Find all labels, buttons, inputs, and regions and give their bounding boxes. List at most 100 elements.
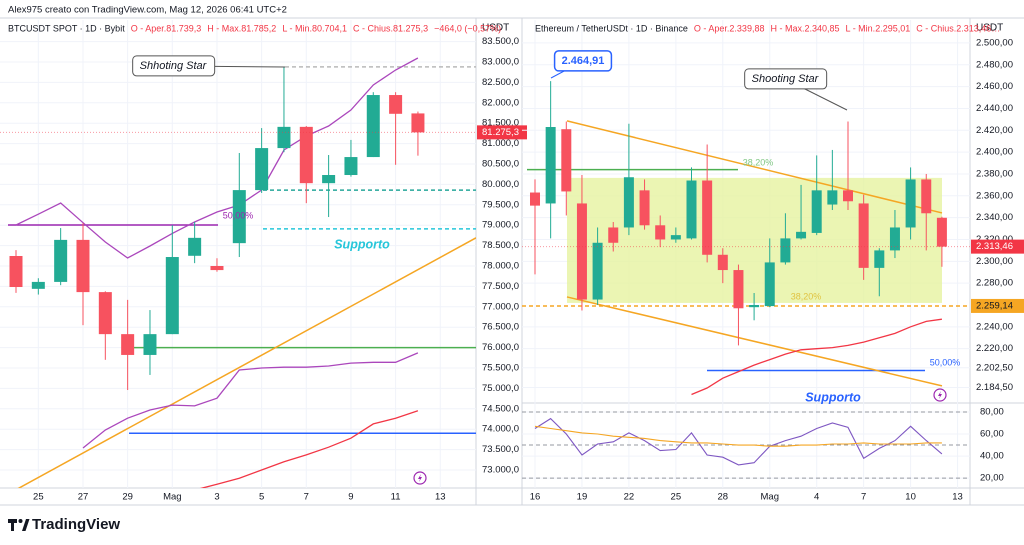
candle-body [608, 227, 619, 243]
legend-item: L - Min.2.295,01 [846, 23, 911, 33]
x-tick-label: 13 [435, 492, 446, 503]
logo [8, 519, 30, 531]
candle-body [764, 262, 775, 307]
candle-body [277, 126, 291, 149]
callout-box [744, 68, 828, 90]
candle-body [749, 305, 760, 308]
y-tick-label: 83.500,0 [482, 36, 519, 47]
callout-box [132, 55, 216, 77]
y-tick-label: 2.240,00 [976, 321, 1013, 332]
plot [522, 81, 970, 396]
axis-unit: USDT [482, 23, 509, 34]
plot-background [0, 20, 476, 488]
x-tick-label: 25 [33, 492, 44, 503]
alert-icon [418, 474, 422, 482]
candle-body [232, 190, 246, 244]
candle-body [576, 203, 587, 300]
candle-body [121, 334, 135, 355]
annotation: Shhoting Star [140, 60, 208, 72]
y-tick-label: 82.500,0 [482, 77, 519, 88]
y-tick-label: 40,00 [980, 451, 1004, 462]
candle-body [366, 95, 380, 158]
y-tick-label: 81.000,0 [482, 138, 519, 149]
legend-item: L - Min.80.704,1 [282, 23, 347, 33]
x-tick-label: 16 [530, 492, 541, 503]
y-tick-label: 2.500,00 [976, 37, 1013, 48]
price-tag [971, 239, 1024, 254]
legend-item: O - Aper.81.739,3 [131, 23, 202, 33]
indicator-line [15, 57, 419, 259]
y-tick-label: 2.300,00 [976, 256, 1013, 267]
x-tick-label: 22 [624, 492, 635, 503]
x-tick-label: 25 [671, 492, 682, 503]
candle-body [843, 190, 853, 202]
y-tick-label: 82.000,0 [482, 97, 519, 108]
y-tick-label: 2.184,50 [976, 382, 1013, 393]
price-axis: 2.500,00 2.480,00 2.460,00 2.440,00 2.420,00… [971, 23, 1024, 484]
y-tick-label: 76.500,0 [482, 322, 519, 333]
indicator-line [534, 425, 942, 447]
y-tick-label: 2.220,00 [976, 343, 1013, 354]
candle-body [874, 250, 885, 268]
x-tick-label: 19 [577, 492, 588, 503]
y-tick-label: 75.000,0 [482, 383, 519, 394]
x-tick-label: 13 [952, 492, 963, 503]
trendline [566, 120, 943, 214]
candle-body [905, 179, 916, 228]
candle-body [858, 203, 869, 268]
y-tick-label: 2.380,00 [976, 168, 1013, 179]
candle-body [670, 235, 681, 240]
candle-body [623, 177, 634, 228]
y-tick-label: 76.000,0 [482, 342, 519, 353]
candle-body [717, 254, 728, 271]
y-tick-label: 75.500,0 [482, 363, 519, 374]
candle-body [889, 227, 900, 251]
plot [0, 57, 476, 488]
y-tick-label: 2.320,00 [976, 234, 1013, 245]
indicator-line [691, 318, 942, 396]
y-tick-label: 2.460,00 [976, 81, 1013, 92]
level-tag [971, 298, 1024, 313]
candle-body [299, 126, 313, 184]
y-tick-label: 81.500,0 [482, 118, 519, 129]
indicator-pane [522, 411, 970, 479]
axis-unit: USDT [976, 23, 1003, 34]
x-tick-label: 4 [814, 492, 819, 503]
y-tick-label: 80,00 [980, 406, 1004, 417]
footer-brand: TradingView [32, 516, 120, 533]
candle-body [31, 281, 45, 289]
y-tick-label: 2.440,00 [976, 103, 1013, 114]
y-tick-label: 2.360,00 [976, 190, 1013, 201]
y-tick-label: 79.000,0 [482, 220, 519, 231]
candle-body [188, 237, 202, 256]
x-tick-label: 3 [214, 492, 219, 503]
trendline [17, 237, 476, 488]
candle-body [655, 225, 666, 240]
x-tick-label: 11 [391, 492, 401, 503]
price-tag-label: 2.313,46 [976, 241, 1013, 252]
y-tick-label: 73.500,0 [482, 444, 519, 455]
x-tick-label: 27 [78, 492, 89, 503]
level-tag-label: 2.259,14 [976, 300, 1013, 311]
candle-body [686, 180, 697, 239]
callout-box [553, 50, 613, 72]
alert-icon [938, 391, 942, 399]
y-tick-label: 77.500,0 [482, 281, 519, 292]
candle-body [76, 239, 90, 293]
indicator-line [534, 417, 943, 466]
candle-body [921, 179, 932, 214]
legend-item: −464,0 (−0,57%) [434, 23, 501, 33]
candle-body [936, 217, 947, 247]
candle-body [530, 192, 540, 206]
candle-body [592, 242, 603, 300]
y-tick-label: 79.500,0 [482, 199, 519, 210]
annotation: Supporto [805, 390, 861, 404]
candle-body [98, 292, 112, 335]
legend-item: BTCUSDT SPOT · 1D · Bybit [8, 23, 125, 33]
x-tick-label: Mag [163, 492, 181, 503]
legend-item: C - Chius.81.275,3 [353, 23, 428, 33]
x-tick-label: 10 [905, 492, 916, 503]
candle-body [210, 265, 224, 271]
x-tick-label: 5 [259, 492, 264, 503]
